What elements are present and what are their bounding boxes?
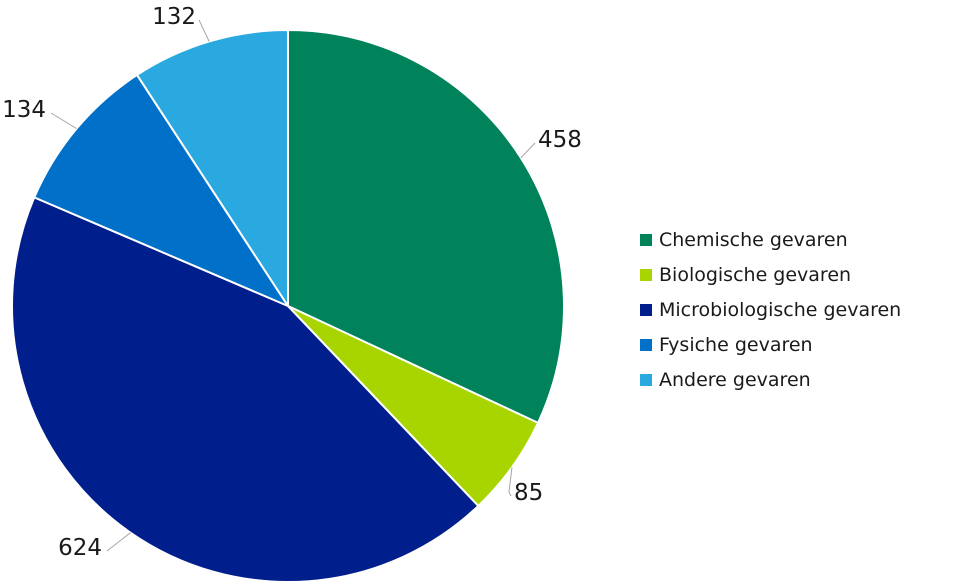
legend-swatch xyxy=(640,233,652,246)
data-label-biologische: 85 xyxy=(514,480,543,506)
leader-line-fysiche xyxy=(50,112,77,130)
legend-item-chemische: Chemische gevaren xyxy=(640,222,955,257)
legend-item-biologische: Biologische gevaren xyxy=(640,257,955,292)
data-label-microbiologische: 624 xyxy=(58,535,102,561)
leader-line-chemische xyxy=(520,142,536,159)
pie-slice-chemische xyxy=(287,29,565,424)
data-label-fysiche: 134 xyxy=(2,97,46,123)
leader-line-microbiologische xyxy=(106,532,131,552)
legend-label: Biologische gevaren xyxy=(659,263,852,286)
legend-item-microbiologische: Microbiologische gevaren xyxy=(640,292,955,327)
chart-legend: Chemische gevaren Biologische gevaren Mi… xyxy=(640,222,955,397)
pie-slice-microbiologische xyxy=(10,196,480,583)
data-label-chemische: 458 xyxy=(538,127,582,153)
legend-label: Fysiche gevaren xyxy=(659,333,813,356)
legend-label: Chemische gevaren xyxy=(659,228,848,251)
legend-label: Andere gevaren xyxy=(659,368,811,391)
legend-item-andere: Andere gevaren xyxy=(640,362,955,397)
legend-item-fysiche: Fysiche gevaren xyxy=(640,327,955,362)
leader-line-biologische xyxy=(508,467,513,497)
data-label-andere: 132 xyxy=(152,4,196,30)
legend-swatch xyxy=(640,338,652,351)
legend-swatch xyxy=(640,268,652,281)
legend-label: Microbiologische gevaren xyxy=(659,298,902,321)
legend-swatch xyxy=(640,373,652,386)
leader-line-andere xyxy=(198,19,210,42)
legend-swatch xyxy=(640,303,652,316)
